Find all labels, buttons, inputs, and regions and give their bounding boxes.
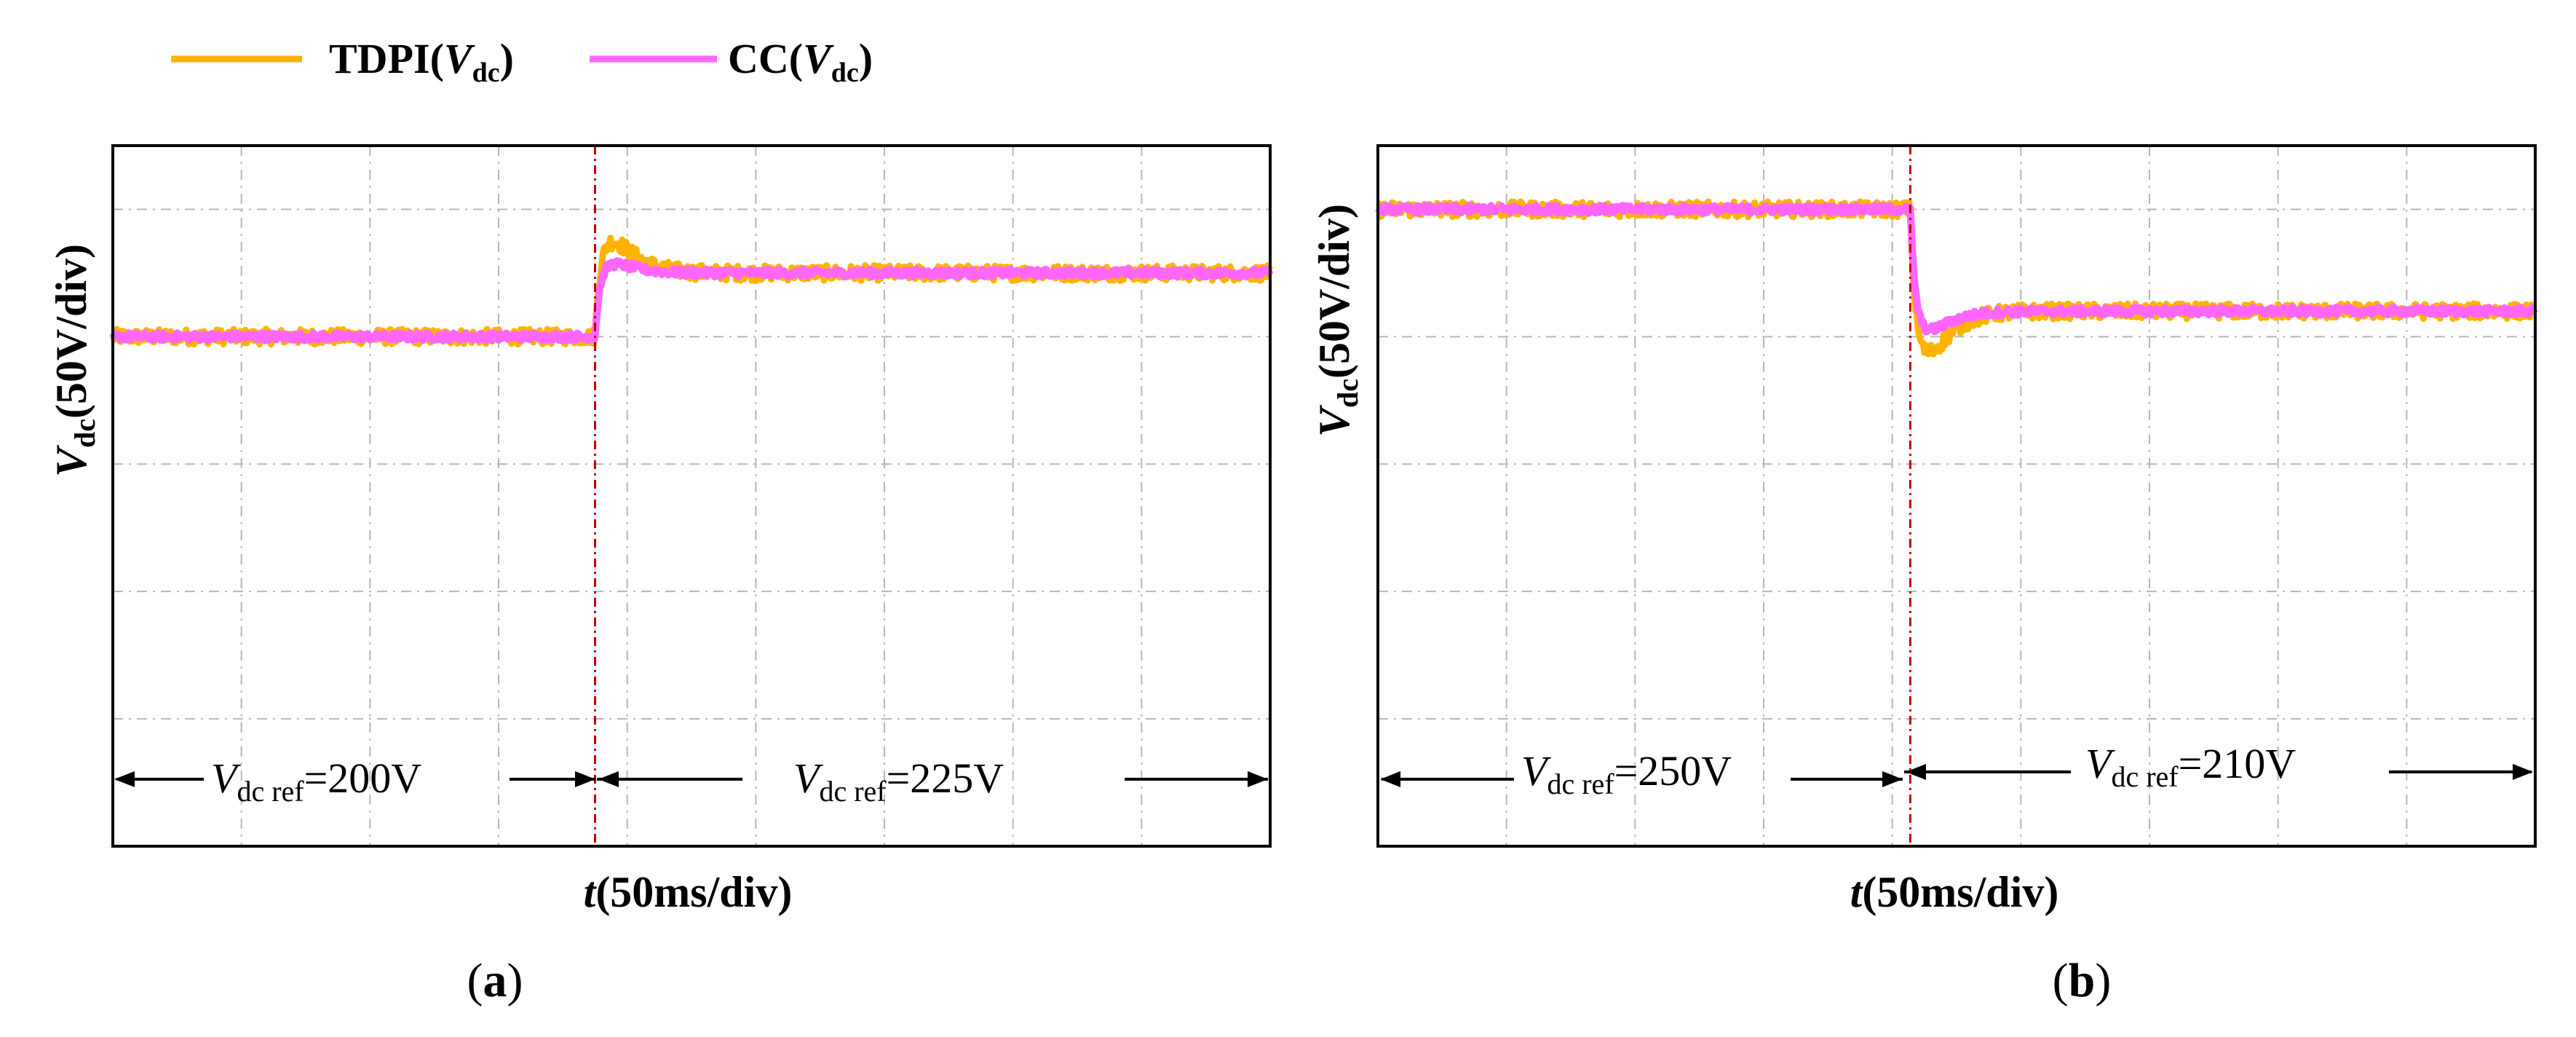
legend-label-cc: CC(Vdc)	[728, 35, 873, 88]
panel-a-grid	[113, 146, 1270, 846]
panel-b-ylabel: Vdc(50V/div)	[1310, 204, 1364, 437]
panel-a-label: (a)	[467, 954, 523, 1007]
arrowhead	[2513, 764, 2533, 780]
legend: TDPI(Vdc) CC(Vdc)	[171, 35, 873, 88]
panel-b-annotation-after-text: Vdc ref=210V	[2085, 740, 2296, 793]
panel-b-annotation-after: Vdc ref=210V	[1904, 740, 2532, 793]
series-tdpi-trace	[1376, 198, 2537, 358]
series-cc-trace	[109, 257, 1274, 344]
panel-a-annotation-before-text: Vdc ref=200V	[211, 754, 421, 808]
arrowhead	[1882, 771, 1903, 787]
panel-b-annotation-before-text: Vdc ref=250V	[1521, 747, 1732, 800]
panel-b-annotation-before: Vdc ref=250V	[1382, 747, 1903, 800]
panel-b-traces	[1375, 198, 2538, 358]
panel-a-xlabel: t(50ms/div)	[584, 868, 793, 916]
panel-b: Vdc ref=250V Vdc ref=210V t(50ms/div) Vd…	[1310, 144, 2538, 1007]
legend-label-tdpi: TDPI(Vdc)	[329, 35, 514, 88]
arrowhead	[1380, 771, 1400, 787]
arrowhead	[1906, 764, 1926, 780]
arrowhead	[598, 771, 619, 787]
panel-a: Vdc ref=200V Vdc ref=225V t(50ms/div) Vd…	[47, 144, 1274, 1007]
arrowhead	[1248, 771, 1268, 787]
arrowhead	[575, 771, 595, 787]
arrowhead	[114, 771, 135, 787]
panel-a-frame	[111, 144, 1272, 848]
panel-b-frame	[1376, 144, 2537, 848]
panel-a-annotation-after: Vdc ref=225V	[597, 754, 1268, 808]
panel-a-traces	[109, 234, 1274, 348]
panel-a-ylabel: Vdc(50V/div)	[47, 244, 101, 477]
panel-b-grid	[1378, 146, 2535, 846]
series-cc-trace	[1375, 202, 2538, 336]
panel-a-annotation-after-text: Vdc ref=225V	[793, 754, 1004, 808]
panel-b-label: (b)	[2053, 954, 2112, 1007]
panel-b-xlabel: t(50ms/div)	[1850, 868, 2059, 916]
panel-a-annotation-before: Vdc ref=200V	[116, 754, 595, 808]
series-tdpi-trace	[109, 234, 1274, 348]
